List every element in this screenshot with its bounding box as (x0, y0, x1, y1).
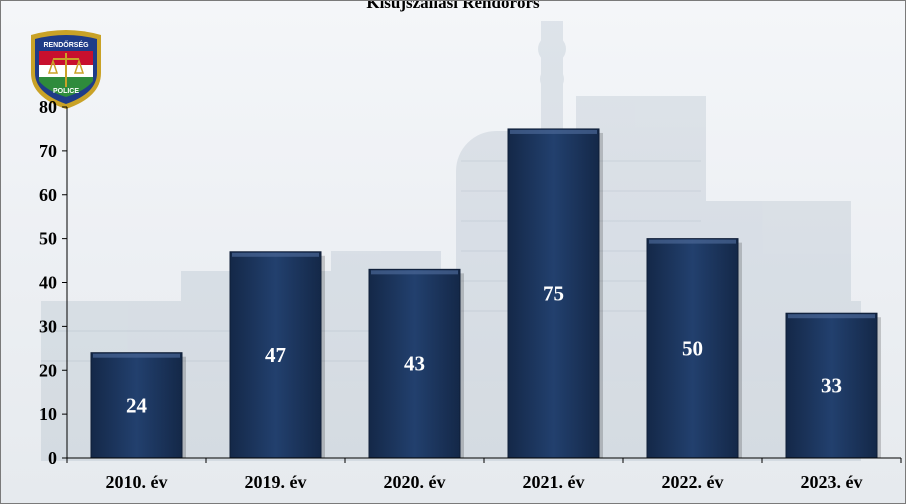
y-tick-label: 50 (39, 229, 57, 249)
bar-value-label: 43 (404, 352, 425, 376)
x-tick-label: 2021. év (523, 472, 585, 492)
x-axis: 2010. év 2019. év 2020. év 2021. év 2022. év… (66, 457, 902, 492)
bar (229, 251, 322, 459)
bar-value-label: 24 (126, 393, 148, 417)
y-tick-label: 70 (39, 141, 57, 161)
bar-highlight (371, 270, 458, 275)
y-tick-label: 0 (48, 448, 57, 468)
x-tick-label: 2023. év (801, 472, 863, 492)
y-tick-label: 60 (39, 185, 57, 205)
bar-value-label: 33 (821, 374, 842, 398)
x-tick-label: 2019. év (245, 472, 307, 492)
x-tick-label: 2020. év (384, 472, 446, 492)
bar-value-label: 47 (265, 343, 286, 367)
bar-highlight (649, 239, 736, 244)
bar (507, 128, 600, 459)
y-axis: 0 10 20 30 40 50 60 70 80 (39, 97, 68, 468)
y-tick-label: 10 (39, 404, 57, 424)
police-badge-icon: RENDŐRSÉG POLICE (31, 30, 101, 109)
bar (368, 268, 461, 459)
bar (785, 312, 878, 459)
bar-highlight (788, 314, 875, 319)
bar-highlight (232, 252, 319, 257)
x-tick-label: 2010. év (106, 472, 168, 492)
bar (90, 352, 183, 459)
bars: 24 47 43 75 50 33 (90, 128, 881, 459)
y-tick-label: 20 (39, 360, 57, 380)
y-tick-label: 30 (39, 316, 57, 336)
x-tick-label: 2022. év (662, 472, 724, 492)
svg-text:RENDŐRSÉG: RENDŐRSÉG (43, 40, 89, 49)
chart-title: Kisújszállási Rendőrőrs (366, 0, 540, 12)
svg-text:POLICE: POLICE (53, 88, 79, 95)
bar-highlight (510, 129, 597, 134)
bar (646, 238, 739, 459)
y-tick-label: 80 (39, 97, 57, 117)
y-tick-label: 40 (39, 273, 57, 293)
bar-highlight (93, 353, 180, 358)
bar-value-label: 75 (543, 281, 564, 305)
bar-value-label: 50 (682, 336, 703, 360)
